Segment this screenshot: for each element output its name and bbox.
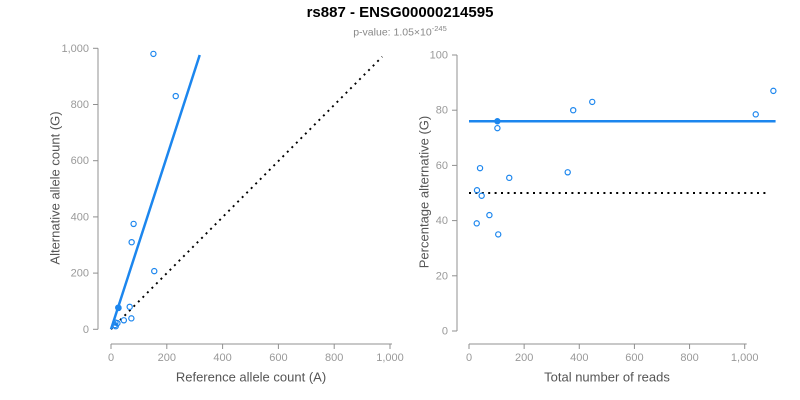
left-yaxis-label: Alternative allele count (G) <box>47 111 63 265</box>
x-tick-label: 600 <box>269 352 287 364</box>
right-plot: 0 20 40 60 80 100 0 200 400 600 800 1,000 <box>430 50 777 364</box>
data-point <box>495 231 502 238</box>
data-point <box>473 187 481 194</box>
x-tick-label: 600 <box>625 352 643 364</box>
data-point <box>111 321 119 329</box>
y-tick-label: 600 <box>71 155 89 167</box>
right-yaxis-label: Percentage alternative (G) <box>416 115 432 269</box>
y-tick-label: 80 <box>436 105 448 117</box>
pvalue-exponent: -245 <box>431 24 447 33</box>
y-tick-label: 1,000 <box>61 43 89 55</box>
data-point <box>473 220 480 227</box>
data-point <box>128 238 135 246</box>
data-point <box>130 220 137 228</box>
figure-title: rs887 - ENSG00000214595 <box>306 4 494 21</box>
identity-line <box>110 56 383 330</box>
y-tick-label: 60 <box>436 160 448 172</box>
y-tick-label: 400 <box>71 211 89 223</box>
data-point <box>752 111 759 118</box>
right-xaxis-label: Total number of reads <box>544 369 670 385</box>
data-point <box>494 124 501 132</box>
y-tick-label: 200 <box>71 268 89 280</box>
x-tick-label: 0 <box>108 352 114 364</box>
data-point <box>770 87 777 95</box>
x-tick-label: 400 <box>213 352 231 364</box>
fit-line <box>109 54 201 330</box>
data-point <box>112 323 119 330</box>
left-xaxis-label: Reference allele count (A) <box>175 369 327 385</box>
left-plot: 0 200 400 600 800 1,000 0 200 400 600 800 1,000 <box>61 43 403 364</box>
figure-subtitle: p-value: 1.05×10-245 <box>0 24 800 39</box>
data-point <box>506 174 513 182</box>
y-tick-label: 100 <box>430 50 448 62</box>
x-tick-label: 400 <box>570 352 588 364</box>
data-point <box>478 192 485 199</box>
data-point <box>151 267 158 275</box>
data-point <box>112 319 119 326</box>
y-tick-label: 800 <box>71 99 89 111</box>
data-point <box>150 50 157 58</box>
y-tick-label: 20 <box>436 270 448 282</box>
data-point <box>486 211 493 219</box>
y-tick-label: 0 <box>83 324 89 336</box>
x-tick-label: 0 <box>466 352 472 364</box>
x-tick-label: 800 <box>325 352 343 364</box>
data-point <box>115 304 122 312</box>
y-tick-label: 40 <box>436 215 448 227</box>
x-tick-label: 800 <box>680 352 698 364</box>
x-tick-label: 200 <box>158 352 176 364</box>
data-point <box>589 98 596 106</box>
pvalue-text: p-value: 1.05×10 <box>353 26 432 39</box>
data-point <box>128 315 135 322</box>
x-tick-label: 1,000 <box>731 352 759 364</box>
data-point <box>126 303 133 311</box>
data-point <box>476 164 484 172</box>
data-point-highlighted <box>494 118 501 125</box>
data-point <box>564 169 571 176</box>
data-point <box>570 106 577 114</box>
x-tick-label: 1,000 <box>376 352 404 364</box>
data-point <box>172 92 179 100</box>
y-tick-label: 0 <box>442 326 448 338</box>
x-tick-label: 200 <box>515 352 533 364</box>
data-point <box>120 317 128 324</box>
